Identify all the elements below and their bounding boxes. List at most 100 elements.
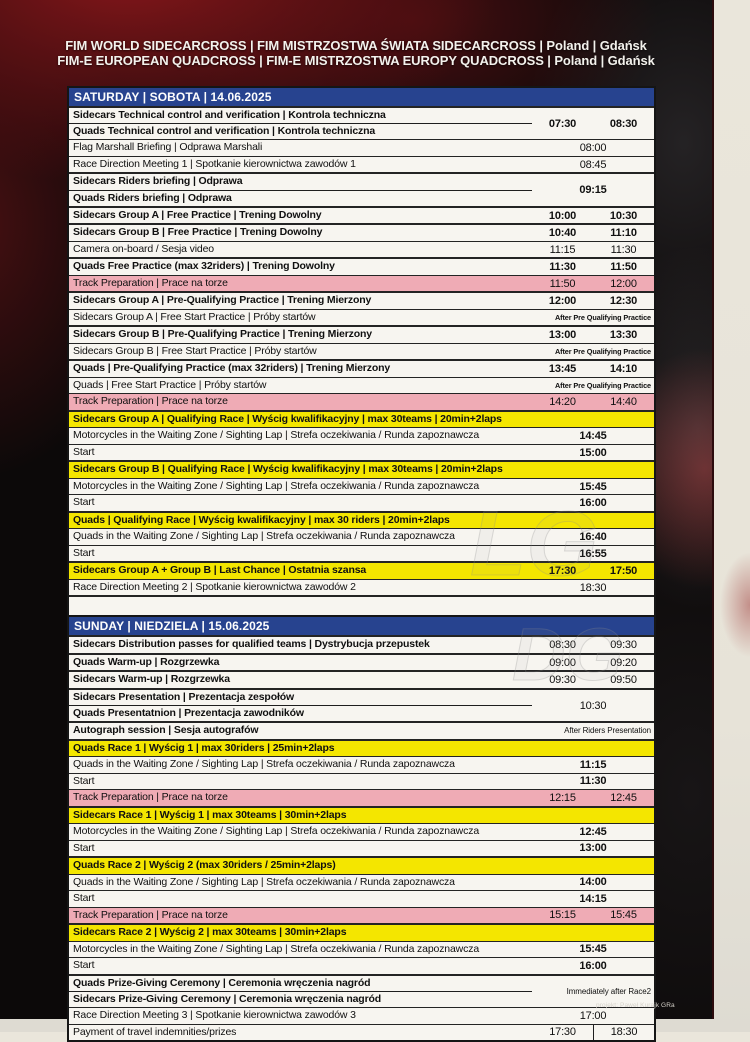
schedule-row: Sidecars Group A | Qualifying Race | Wyś… bbox=[69, 409, 654, 428]
spacer-row bbox=[69, 595, 654, 616]
row-description-line: Sidecars Riders briefing | Odprawa bbox=[69, 174, 532, 191]
row-description: Quads in the Waiting Zone / Sighting Lap… bbox=[73, 875, 455, 888]
time-start: 10:40 bbox=[548, 227, 577, 240]
time-value: 16:40 bbox=[579, 531, 607, 544]
row-times bbox=[532, 513, 654, 529]
time-end: 12:00 bbox=[610, 277, 637, 290]
schedule-row: Quads Warm-up | Rozgrzewka 09:00 09:20 bbox=[69, 652, 654, 671]
time-note: After Riders Presentation bbox=[564, 726, 651, 736]
row-times: 10:30 bbox=[532, 690, 654, 721]
row-description: Sidecars Technical control and verificat… bbox=[69, 108, 532, 139]
time-end: 15:45 bbox=[610, 909, 637, 922]
row-description: Sidecars Race 1 | Wyścig 1 | max 30teams… bbox=[73, 808, 347, 821]
row-times: 12:15 12:45 bbox=[532, 790, 654, 806]
row-times: 13:00 13:30 bbox=[532, 327, 654, 343]
row-description: Sidecars Group A | Free Start Practice |… bbox=[73, 310, 316, 323]
row-description: Sidecars Group A | Free Practice | Treni… bbox=[73, 208, 322, 221]
time-start: 11:30 bbox=[549, 261, 576, 274]
row-times: 14:20 14:40 bbox=[532, 394, 654, 410]
row-times: 15:00 bbox=[532, 445, 654, 461]
schedule-row: Quads in the Waiting Zone / Sighting Lap… bbox=[69, 528, 654, 545]
row-description-line: Quads Riders briefing | Odprawa bbox=[73, 191, 232, 204]
time-value: 09:15 bbox=[579, 184, 607, 197]
row-description: Quads in the Waiting Zone / Sighting Lap… bbox=[73, 758, 455, 771]
row-times: 11:30 11:50 bbox=[532, 259, 654, 275]
row-times: 14:45 bbox=[532, 428, 654, 444]
time-note: After Pre Qualifying Practice bbox=[554, 347, 651, 357]
schedule-row: Quads | Pre-Qualifying Practice (max 32r… bbox=[69, 359, 654, 377]
time-value: 15:45 bbox=[579, 480, 607, 493]
row-description: Camera on-board / Sesja video bbox=[73, 242, 214, 255]
schedule-row: Track Preparation | Prace na torze 12:15 1… bbox=[69, 789, 654, 806]
schedule-row: Sidecars Riders briefing | Odprawa Quads … bbox=[69, 172, 654, 206]
row-description-line: Sidecars Presentation | Prezentacja zesp… bbox=[69, 690, 532, 707]
row-times: 08:00 bbox=[532, 140, 654, 156]
row-description-line: Sidecars Prize-Giving Ceremony | Ceremon… bbox=[73, 992, 382, 1005]
time-end: 08:30 bbox=[609, 117, 638, 130]
schedule-row: Sidecars Group A + Group B | Last Chance… bbox=[69, 561, 654, 579]
row-description: Quads Free Practice (max 32riders) | Tre… bbox=[73, 260, 335, 273]
row-times: 13:00 bbox=[532, 841, 654, 857]
row-times bbox=[532, 808, 654, 824]
row-description: Track Preparation | Prace na torze bbox=[73, 395, 228, 408]
row-description: Sidecars Group B | Free Start Practice |… bbox=[73, 344, 317, 357]
row-times bbox=[532, 925, 654, 941]
row-description: Quads | Qualifying Race | Wyścig kwalifi… bbox=[73, 513, 450, 526]
time-start: 08:30 bbox=[549, 639, 576, 652]
row-times: 16:40 bbox=[532, 529, 654, 545]
day-rows-sunday: Sidecars Distribution passes for qualifi… bbox=[69, 635, 654, 1041]
row-times: 10:40 11:10 bbox=[532, 225, 654, 241]
row-times: After Riders Presentation bbox=[532, 723, 654, 739]
row-times: 08:45 bbox=[532, 157, 654, 173]
day-header-saturday: SATURDAY | SOBOTA | 14.06.2025 bbox=[69, 88, 654, 106]
row-description: Sidecars Presentation | Prezentacja zesp… bbox=[69, 690, 532, 721]
row-times: 14:15 bbox=[532, 891, 654, 907]
time-end: 12:30 bbox=[609, 295, 638, 308]
row-description: Quads Prize-Giving Ceremony | Ceremonia … bbox=[69, 976, 532, 1007]
schedule-row: Sidecars Group A | Pre-Qualifying Practi… bbox=[69, 291, 654, 309]
row-description: Motorcycles in the Waiting Zone / Sighti… bbox=[73, 429, 480, 442]
row-description: Quads | Pre-Qualifying Practice (max 32r… bbox=[73, 362, 391, 375]
time-note: After Pre Qualifying Practice bbox=[554, 313, 651, 323]
time-start: 09:00 bbox=[549, 656, 576, 669]
day-rows-saturday: Sidecars Technical control and verificat… bbox=[69, 106, 654, 616]
schedule-row: Sidecars Technical control and verificat… bbox=[69, 106, 654, 140]
schedule-row: Sidecars Warm-up | Rozgrzewka 09:30 09:50 bbox=[69, 670, 654, 688]
row-description-line: Quads Technical control and verification… bbox=[73, 125, 376, 138]
row-times: 09:30 09:50 bbox=[532, 672, 654, 688]
row-times: 07:30 08:30 bbox=[532, 108, 654, 139]
row-description: Quads Warm-up | Rozgrzewka bbox=[73, 655, 220, 668]
time-start: 13:00 bbox=[548, 329, 577, 342]
row-times: 15:15 15:45 bbox=[532, 908, 654, 924]
row-description: Start bbox=[73, 496, 95, 509]
time-start: 11:15 bbox=[549, 243, 576, 256]
schedule-row: Sidecars Group B | Pre-Qualifying Practi… bbox=[69, 325, 654, 343]
time-value: 16:00 bbox=[579, 497, 607, 510]
time-start: 17:30 bbox=[549, 1026, 576, 1039]
row-times: After Pre Qualifying Practice bbox=[532, 344, 654, 360]
time-start: 13:45 bbox=[548, 363, 577, 376]
schedule-row: Motorcycles in the Waiting Zone / Sighti… bbox=[69, 427, 654, 444]
schedule-row: Sidecars Race 2 | Wyścig 2 | max 30teams… bbox=[69, 923, 654, 941]
schedule-row: Quads in the Waiting Zone / Sighting Lap… bbox=[69, 873, 654, 891]
time-value: 08:00 bbox=[579, 142, 607, 155]
row-times: 15:45 bbox=[532, 942, 654, 958]
row-description-line: Sidecars Technical control and verificat… bbox=[69, 108, 532, 125]
row-description: Sidecars Warm-up | Rozgrzewka bbox=[73, 673, 230, 686]
designer-credit: projekt: Paweł Kurajk GRa bbox=[596, 1002, 675, 1009]
time-start: 12:00 bbox=[548, 295, 577, 308]
time-value: 12:45 bbox=[579, 825, 607, 838]
row-description: Sidecars Group B | Free Practice | Treni… bbox=[73, 226, 323, 239]
row-description: Sidecars Group B | Qualifying Race | Wyś… bbox=[73, 463, 503, 476]
row-description: Race Direction Meeting 3 | Spotkanie kie… bbox=[73, 1009, 356, 1022]
event-header-line2: FIM-E EUROPEAN QUADCROSS | FIM-E MISTRZO… bbox=[57, 53, 655, 68]
time-start: 09:30 bbox=[549, 674, 576, 687]
schedule-row: Start 16:00 bbox=[69, 957, 654, 974]
row-times bbox=[532, 741, 654, 757]
schedule-row: Race Direction Meeting 1 | Spotkanie kie… bbox=[69, 155, 654, 173]
row-times: 11:15 11:30 bbox=[532, 242, 654, 258]
row-times: After Pre Qualifying Practice bbox=[532, 310, 654, 326]
schedule-row: Quads in the Waiting Zone / Sighting Lap… bbox=[69, 756, 654, 773]
time-end: 17:50 bbox=[609, 565, 638, 578]
time-end: 10:30 bbox=[609, 209, 638, 222]
